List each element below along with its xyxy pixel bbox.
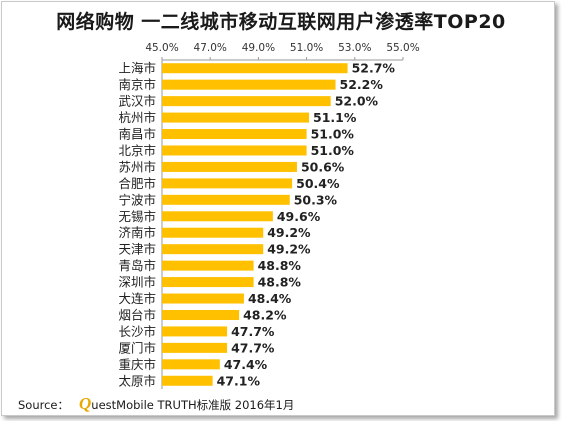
category-label: 合肥市: [118, 176, 156, 191]
category-label: 厦门市: [118, 340, 156, 355]
data-label: 47.7%: [231, 324, 275, 339]
source-label: Source：: [18, 398, 69, 412]
data-label: 52.0%: [335, 94, 379, 109]
data-label: 50.6%: [301, 159, 345, 174]
bar-8: [162, 178, 293, 189]
bar-11: [162, 227, 264, 238]
category-label: 宁波市: [118, 192, 156, 207]
category-label: 深圳市: [118, 275, 156, 290]
category-label: 天津市: [118, 242, 156, 257]
category-label: 济南市: [118, 225, 156, 240]
bar-5: [162, 129, 307, 140]
bar-2: [162, 79, 336, 90]
data-label: 51.0%: [311, 143, 355, 158]
category-label: 杭州市: [118, 110, 156, 125]
bar-1: [162, 63, 348, 74]
data-label: 51.0%: [311, 127, 355, 142]
data-label: 47.1%: [217, 373, 261, 388]
category-label: 太原市: [118, 373, 156, 388]
data-label: 49.2%: [267, 225, 311, 240]
category-label: 青岛市: [118, 258, 156, 273]
x-tick-label: 47.0%: [194, 42, 227, 54]
bar-19: [162, 359, 220, 370]
data-label: 47.7%: [231, 340, 275, 355]
x-tick-label: 53.0%: [338, 42, 371, 54]
bar-7: [162, 161, 297, 172]
category-label: 烟台市: [118, 307, 156, 322]
bar-9: [162, 194, 290, 205]
bar-10: [162, 211, 273, 222]
data-label: 51.1%: [313, 110, 357, 125]
data-label: 48.4%: [248, 291, 292, 306]
x-tick-label: 45.0%: [145, 42, 178, 54]
bar-12: [162, 244, 264, 255]
data-label: 47.4%: [224, 357, 268, 372]
data-label: 52.7%: [352, 61, 396, 76]
x-tick-label: 49.0%: [242, 42, 275, 54]
data-label: 52.2%: [340, 77, 384, 92]
data-label: 48.8%: [258, 275, 302, 290]
bar-17: [162, 326, 228, 337]
category-label: 重庆市: [118, 357, 156, 372]
data-label: 48.2%: [243, 307, 287, 322]
data-label: 49.2%: [267, 242, 311, 257]
x-tick-label: 55.0%: [386, 42, 419, 54]
data-label: 49.6%: [277, 209, 321, 224]
bar-13: [162, 260, 254, 271]
bar-20: [162, 375, 213, 386]
source-note: Source： Q uestMobile TRUTH标准版 2016年1月: [18, 394, 295, 413]
bar-14: [162, 277, 254, 288]
bar-4: [162, 112, 310, 123]
questmobile-logo-letter: Q: [79, 394, 92, 413]
bar-15: [162, 293, 244, 304]
x-tick-label: 51.0%: [290, 42, 323, 54]
category-label: 长沙市: [118, 324, 156, 339]
category-label: 无锡市: [118, 209, 156, 224]
category-label: 大连市: [118, 291, 156, 306]
category-label: 南京市: [118, 77, 156, 92]
category-label: 上海市: [118, 61, 156, 76]
data-label: 50.4%: [296, 176, 340, 191]
category-label: 武汉市: [118, 94, 156, 109]
data-label: 48.8%: [258, 258, 302, 273]
category-label: 北京市: [118, 143, 156, 158]
bar-6: [162, 145, 307, 156]
bar-16: [162, 309, 240, 320]
data-label: 50.3%: [294, 192, 338, 207]
source-text: uestMobile TRUTH标准版 2016年1月: [91, 398, 295, 412]
bar-18: [162, 342, 228, 353]
chart-title: 网络购物 一二线城市移动互联网用户渗透率TOP20: [56, 11, 506, 33]
bar-3: [162, 96, 331, 107]
category-label: 苏州市: [118, 159, 156, 174]
category-label: 南昌市: [118, 127, 156, 142]
